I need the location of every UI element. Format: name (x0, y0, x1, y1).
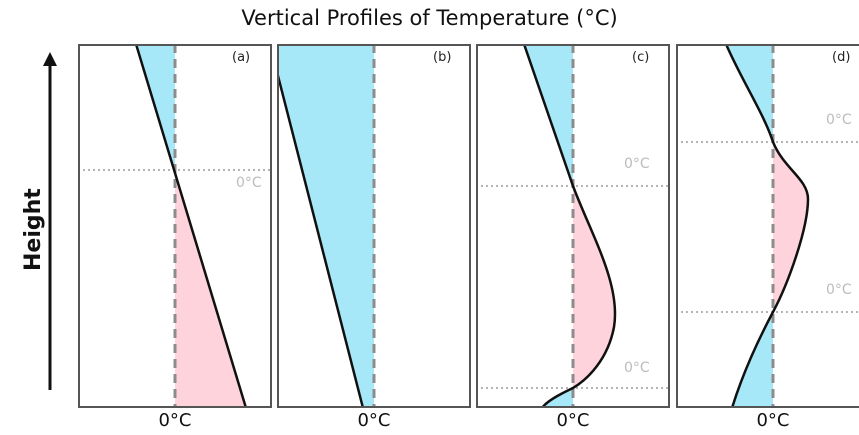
panel-label-a: (a) (232, 50, 250, 65)
panel-label-d: (d) (832, 50, 850, 65)
panel-label-c: (c) (632, 50, 649, 65)
temperature-profile-b (277, 71, 365, 408)
x-axis-label-d: 0°C (756, 410, 790, 431)
height-arrow-icon (43, 52, 57, 390)
panel-b: (b) (277, 44, 471, 408)
x-axis-label-b: 0°C (357, 410, 391, 431)
cold-region-b (277, 44, 374, 408)
temperature-profile-d (724, 44, 810, 408)
warm-region-c (573, 186, 616, 388)
crossing-label-c2: 0°C (624, 360, 650, 376)
warm-region-d (773, 142, 808, 312)
panel-d: (d) 0°C 0°C (676, 44, 859, 408)
temperature-profile-a (134, 44, 248, 408)
crossing-label-d1: 0°C (826, 112, 852, 128)
cold-region-d-lower (732, 312, 773, 408)
temperature-profile-c (522, 44, 617, 408)
x-axis-label-a: 0°C (158, 410, 192, 431)
panel-label-b: (b) (433, 50, 451, 65)
crossing-label-c1: 0°C (624, 156, 650, 172)
panel-a: (a) 0°C (78, 44, 272, 408)
panel-c: (c) 0°C 0°C (476, 44, 670, 408)
crossing-label-d2: 0°C (826, 282, 852, 298)
crossing-label-a1: 0°C (236, 175, 262, 191)
x-axis-label-c: 0°C (556, 410, 590, 431)
figure-title: Vertical Profiles of Temperature (°C) (241, 6, 618, 30)
